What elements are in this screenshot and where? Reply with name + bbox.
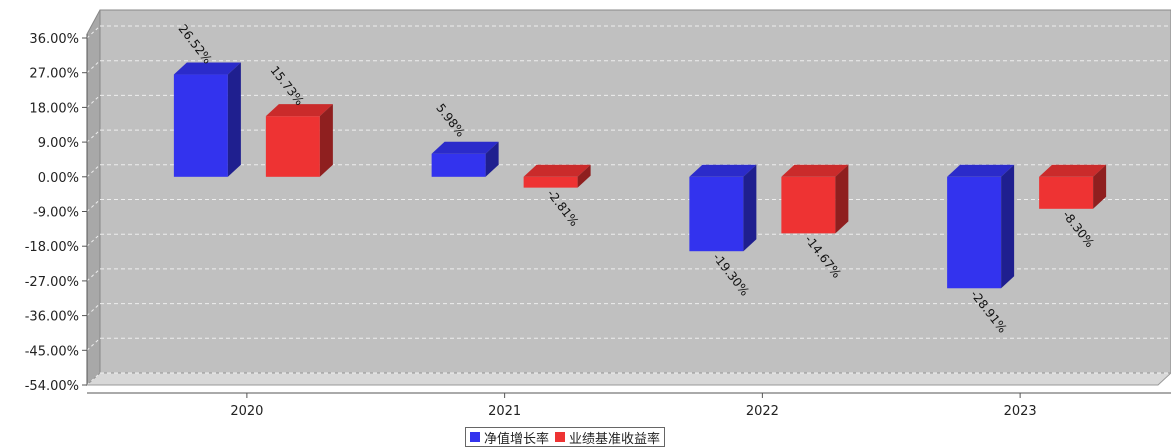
gridline-side	[86, 164, 101, 178]
gridline-side	[86, 303, 101, 316]
bar-side	[835, 164, 849, 234]
y-tick-label: 0.00%	[38, 171, 79, 186]
gridline-side	[86, 337, 101, 351]
bar-side	[577, 164, 591, 188]
bar-side	[743, 164, 757, 252]
bar-净值增长率-2020	[173, 62, 241, 177]
y-tick-label: -18.00%	[25, 240, 79, 255]
bar-业绩基准收益率-2020	[265, 104, 333, 177]
gridline-side	[86, 60, 101, 74]
bar-top	[781, 164, 849, 177]
bar-side	[1001, 164, 1015, 289]
gridline-side	[86, 199, 101, 212]
gridline-side	[86, 233, 101, 247]
legend-label-nav-growth: 净值增长率	[484, 431, 550, 447]
bar-top	[1039, 164, 1107, 177]
x-tick-label: 2020	[230, 404, 263, 419]
gridline-side	[86, 129, 101, 143]
y-tick-label: 9.00%	[38, 136, 79, 151]
bar-top	[523, 164, 591, 177]
bar-front	[173, 74, 228, 177]
gridline-side	[86, 95, 101, 108]
x-tick-label: 2023	[1004, 404, 1037, 419]
legend-swatch-benchmark	[555, 432, 566, 442]
y-tick-label: -9.00%	[33, 206, 79, 221]
gridline-side	[86, 268, 101, 282]
bar-front	[1039, 176, 1094, 209]
plot-background	[85, 9, 1171, 387]
legend-item-benchmark: 业绩基准收益率	[555, 428, 660, 447]
bar-side	[485, 141, 499, 177]
legend-label-benchmark: 业绩基准收益率	[569, 431, 661, 447]
bar-top	[689, 164, 757, 177]
bar-top	[173, 62, 241, 75]
y-tick-label: 27.00%	[29, 67, 79, 82]
bar-净值增长率-2022	[689, 164, 757, 252]
legend-item-nav-growth: 净值增长率	[470, 428, 549, 447]
bar-净值增长率-2023	[947, 164, 1015, 289]
bar-front	[523, 176, 578, 188]
floor	[85, 372, 1171, 386]
legend: 净值增长率 业绩基准收益率	[465, 427, 666, 447]
bar-top	[947, 164, 1015, 177]
x-tick-label: 2022	[746, 404, 779, 419]
bar-front	[689, 176, 744, 252]
gridline-side	[86, 372, 101, 386]
bar-业绩基准收益率-2022	[781, 164, 849, 234]
bar-side	[1093, 164, 1107, 209]
bar-front	[431, 153, 486, 177]
bar-front	[265, 116, 320, 177]
y-tick-label: -54.00%	[25, 379, 79, 394]
bar-side	[227, 62, 241, 177]
y-tick-label: 36.00%	[29, 32, 79, 47]
y-tick-label: -45.00%	[25, 344, 79, 359]
bar-净值增长率-2021	[431, 141, 499, 177]
legend-swatch-nav-growth	[470, 432, 480, 442]
bar-业绩基准收益率-2021	[523, 164, 591, 188]
y-tick-label: -36.00%	[25, 310, 79, 325]
bar-front	[781, 176, 836, 234]
y-tick-label: -27.00%	[25, 275, 79, 290]
axes: 36.00% 27.00% 18.00% 9.00% 0.00% -9.00% -18.00…	[25, 32, 1171, 419]
y-tick-label: 18.00%	[29, 101, 79, 116]
bar-top	[265, 104, 333, 117]
bar-front	[947, 176, 1002, 289]
bar-业绩基准收益率-2023	[1039, 164, 1107, 209]
bar-side	[319, 104, 333, 177]
x-tick-label: 2021	[488, 404, 521, 419]
bars	[173, 62, 1107, 289]
bar-top	[431, 141, 499, 154]
gridline-side	[86, 25, 101, 39]
side-wall	[86, 9, 101, 387]
